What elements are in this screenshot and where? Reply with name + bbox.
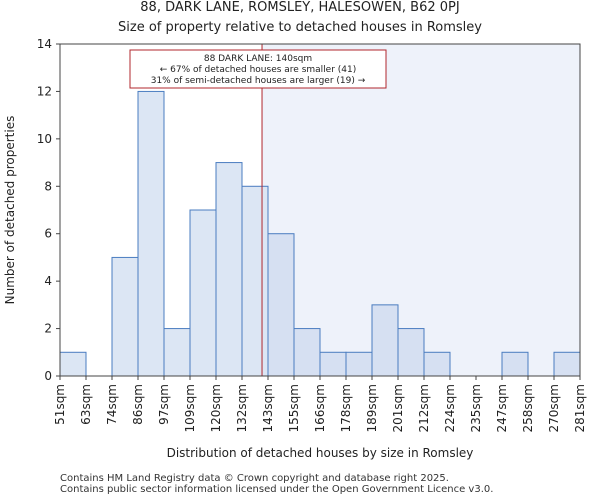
bar-109sqm bbox=[189, 209, 217, 377]
y-tick-label: 12 bbox=[37, 84, 52, 98]
x-tick-label: 235sqm bbox=[469, 384, 483, 432]
x-tick-label: 270sqm bbox=[547, 384, 561, 432]
bar-201sqm bbox=[397, 328, 425, 377]
x-tick-label: 178sqm bbox=[339, 384, 353, 432]
bar-166sqm bbox=[319, 351, 347, 377]
x-tick-label: 74sqm bbox=[105, 384, 119, 425]
bar-97sqm bbox=[163, 328, 191, 377]
y-axis: 0 2 4 6 8 10 12 14 bbox=[37, 37, 60, 383]
bar-143sqm bbox=[267, 233, 295, 377]
larger-region-shade bbox=[262, 44, 580, 376]
bars-group bbox=[59, 90, 581, 377]
x-tick-label: 166sqm bbox=[313, 384, 327, 432]
x-tick-label: 224sqm bbox=[443, 384, 457, 432]
x-tick-label: 143sqm bbox=[261, 384, 275, 432]
annotation-line-1: 88 DARK LANE: 140sqm bbox=[204, 54, 312, 64]
y-tick-label: 0 bbox=[44, 369, 52, 383]
bar-120sqm bbox=[215, 162, 243, 377]
bar-178sqm bbox=[345, 351, 373, 377]
x-tick-label: 132sqm bbox=[235, 384, 249, 432]
bar-155sqm bbox=[293, 328, 321, 377]
x-tick-label: 120sqm bbox=[209, 384, 223, 432]
y-tick-label: 4 bbox=[44, 274, 52, 288]
chart-subtitle: Size of property relative to detached ho… bbox=[118, 20, 482, 35]
chart-title: 88, DARK LANE, ROMSLEY, HALESOWEN, B62 0… bbox=[140, 0, 460, 15]
annotation-line-2: ← 67% of detached houses are smaller (41… bbox=[160, 65, 357, 75]
x-tick-label: 281sqm bbox=[573, 384, 587, 432]
bar-51sqm bbox=[59, 351, 87, 377]
footer-line-1: Contains HM Land Registry data © Crown c… bbox=[60, 473, 449, 484]
bar-247sqm bbox=[501, 351, 529, 377]
bar-212sqm bbox=[423, 351, 451, 377]
y-tick-label: 10 bbox=[37, 132, 52, 146]
bar-189sqm bbox=[371, 304, 399, 377]
x-tick-label: 97sqm bbox=[157, 384, 171, 425]
x-tick-label: 155sqm bbox=[287, 384, 301, 432]
x-tick-label: 258sqm bbox=[521, 384, 535, 432]
x-tick-label: 63sqm bbox=[79, 384, 93, 425]
bar-86sqm bbox=[137, 90, 165, 377]
x-tick-label: 201sqm bbox=[391, 384, 405, 432]
x-tick-label: 109sqm bbox=[183, 384, 197, 432]
x-axis-label: Distribution of detached houses by size … bbox=[167, 446, 474, 460]
y-tick-label: 14 bbox=[37, 37, 52, 51]
y-tick-label: 6 bbox=[44, 227, 52, 241]
bar-270sqm bbox=[553, 351, 581, 377]
x-axis: 51sqm 63sqm 74sqm 86sqm 97sqm 109sqm 120sqm 132… bbox=[53, 376, 587, 432]
y-tick-label: 2 bbox=[44, 322, 52, 336]
footer-line-2: Contains public sector information licen… bbox=[60, 484, 494, 495]
bar-74sqm bbox=[111, 256, 139, 377]
histogram-chart: 0 2 4 6 8 10 12 14 51sqm 63sqm 74sqm 86sqm 97sqm 109… bbox=[3, 37, 587, 460]
x-tick-label: 51sqm bbox=[53, 384, 67, 425]
x-tick-label: 86sqm bbox=[131, 384, 145, 425]
x-tick-label: 247sqm bbox=[495, 384, 509, 432]
x-tick-label: 212sqm bbox=[417, 384, 431, 432]
y-tick-label: 8 bbox=[44, 179, 52, 193]
bar-132sqm bbox=[241, 185, 269, 377]
x-tick-label: 189sqm bbox=[365, 384, 379, 432]
annotation-line-3: 31% of semi-detached houses are larger (… bbox=[151, 76, 366, 86]
y-axis-label: Number of detached properties bbox=[3, 116, 17, 305]
annotation-box bbox=[129, 49, 387, 89]
